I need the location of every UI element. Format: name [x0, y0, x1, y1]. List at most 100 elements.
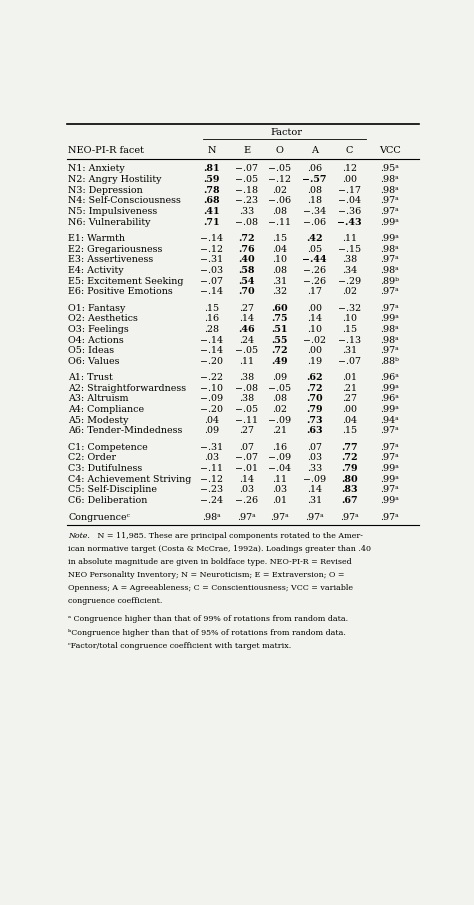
Text: .73: .73 [306, 415, 323, 424]
Text: −.15: −.15 [338, 244, 361, 253]
Text: .18: .18 [307, 196, 322, 205]
Text: NEO-PI-R facet: NEO-PI-R facet [68, 146, 145, 155]
Text: ican normative target (Costa & McCrae, 1992a). Loadings greater than .40: ican normative target (Costa & McCrae, 1… [68, 545, 372, 553]
Text: .97ᵃ: .97ᵃ [381, 347, 399, 356]
Text: .02: .02 [272, 405, 287, 414]
Text: Openness; A = Agreeableness; C = Conscientiousness; VCC = variable: Openness; A = Agreeableness; C = Conscie… [68, 584, 354, 592]
Text: −.10: −.10 [200, 384, 223, 393]
Text: .99ᵃ: .99ᵃ [381, 405, 399, 414]
Text: A4: Compliance: A4: Compliance [68, 405, 145, 414]
Text: .32: .32 [272, 287, 287, 296]
Text: O3: Feelings: O3: Feelings [68, 325, 129, 334]
Text: .00: .00 [342, 405, 357, 414]
Text: −.17: −.17 [338, 186, 361, 195]
Text: .99ᵃ: .99ᵃ [381, 234, 399, 243]
Text: E5: Excitement Seeking: E5: Excitement Seeking [68, 277, 184, 286]
Text: .80: .80 [341, 474, 358, 483]
Text: .10: .10 [272, 255, 287, 264]
Text: .72: .72 [341, 453, 358, 462]
Text: N3: Depression: N3: Depression [68, 186, 143, 195]
Text: .62: .62 [306, 373, 323, 382]
Text: −.14: −.14 [200, 347, 223, 356]
Text: .77: .77 [341, 443, 358, 452]
Text: .98ᵃ: .98ᵃ [381, 186, 399, 195]
Text: VCC: VCC [379, 146, 401, 155]
Text: .70: .70 [238, 287, 255, 296]
Text: .27: .27 [342, 395, 357, 404]
Text: A1: Trust: A1: Trust [68, 373, 113, 382]
Text: .11: .11 [272, 474, 287, 483]
Text: .99ᵃ: .99ᵃ [381, 218, 399, 227]
Text: .31: .31 [342, 347, 357, 356]
Text: .12: .12 [342, 165, 357, 174]
Text: NEO Personality Inventory; N = Neuroticism; E = Extraversion; O =: NEO Personality Inventory; N = Neurotici… [68, 571, 345, 579]
Text: .09: .09 [272, 373, 287, 382]
Text: N5: Impulsiveness: N5: Impulsiveness [68, 207, 158, 216]
Text: .96ᵃ: .96ᵃ [381, 373, 399, 382]
Text: .15: .15 [272, 234, 287, 243]
Text: .07: .07 [239, 443, 254, 452]
Text: .95ᵃ: .95ᵃ [381, 165, 399, 174]
Text: −.09: −.09 [200, 395, 223, 404]
Text: .03: .03 [239, 485, 254, 494]
Text: E1: Warmth: E1: Warmth [68, 234, 126, 243]
Text: .11: .11 [342, 234, 357, 243]
Text: .71: .71 [203, 218, 220, 227]
Text: −.20: −.20 [200, 357, 223, 366]
Text: .99ᵃ: .99ᵃ [381, 496, 399, 505]
Text: O1: Fantasy: O1: Fantasy [68, 303, 126, 312]
Text: −.07: −.07 [338, 357, 361, 366]
Text: .81: .81 [203, 165, 220, 174]
Text: −.14: −.14 [200, 287, 223, 296]
Text: ᵇCongruence higher than that of 95% of rotations from random data.: ᵇCongruence higher than that of 95% of r… [68, 629, 346, 636]
Text: −.32: −.32 [338, 303, 361, 312]
Text: N: N [208, 146, 216, 155]
Text: O2: Aesthetics: O2: Aesthetics [68, 314, 138, 323]
Text: −.44: −.44 [302, 255, 327, 264]
Text: .17: .17 [307, 287, 322, 296]
Text: .96ᵃ: .96ᵃ [381, 395, 399, 404]
Text: −.08: −.08 [235, 218, 258, 227]
Text: .04: .04 [342, 415, 357, 424]
Text: .99ᵃ: .99ᵃ [381, 474, 399, 483]
Text: .21: .21 [342, 384, 357, 393]
Text: .11: .11 [239, 357, 254, 366]
Text: .89ᵇ: .89ᵇ [380, 277, 400, 286]
Text: .55: .55 [272, 336, 288, 345]
Text: −.09: −.09 [303, 474, 326, 483]
Text: .31: .31 [272, 277, 287, 286]
Text: .33: .33 [239, 207, 254, 216]
Text: N6: Vulnerability: N6: Vulnerability [68, 218, 151, 227]
Text: C3: Dutifulness: C3: Dutifulness [68, 464, 143, 473]
Text: .97ᵃ: .97ᵃ [381, 287, 399, 296]
Text: .00: .00 [307, 347, 322, 356]
Text: .06: .06 [307, 165, 322, 174]
Text: −.05: −.05 [235, 176, 258, 184]
Text: E: E [243, 146, 250, 155]
Text: .24: .24 [239, 336, 254, 345]
Text: −.26: −.26 [235, 496, 258, 505]
Text: .00: .00 [307, 303, 322, 312]
Text: −.26: −.26 [303, 277, 326, 286]
Text: .01: .01 [272, 496, 287, 505]
Text: .72: .72 [271, 347, 288, 356]
Text: .28: .28 [204, 325, 219, 334]
Text: .67: .67 [341, 496, 358, 505]
Text: .03: .03 [272, 485, 287, 494]
Text: .34: .34 [342, 266, 357, 275]
Text: −.05: −.05 [235, 405, 258, 414]
Text: Factor: Factor [270, 129, 302, 138]
Text: .97ᵃ: .97ᵃ [340, 513, 359, 522]
Text: .02: .02 [272, 186, 287, 195]
Text: .68: .68 [203, 196, 220, 205]
Text: −.14: −.14 [200, 234, 223, 243]
Text: −.07: −.07 [235, 165, 258, 174]
Text: .54: .54 [238, 277, 255, 286]
Text: −.03: −.03 [200, 266, 223, 275]
Text: A5: Modesty: A5: Modesty [68, 415, 129, 424]
Text: .97ᵃ: .97ᵃ [381, 443, 399, 452]
Text: C2: Order: C2: Order [68, 453, 117, 462]
Text: .98ᵃ: .98ᵃ [202, 513, 221, 522]
Text: −.07: −.07 [200, 277, 223, 286]
Text: A: A [311, 146, 318, 155]
